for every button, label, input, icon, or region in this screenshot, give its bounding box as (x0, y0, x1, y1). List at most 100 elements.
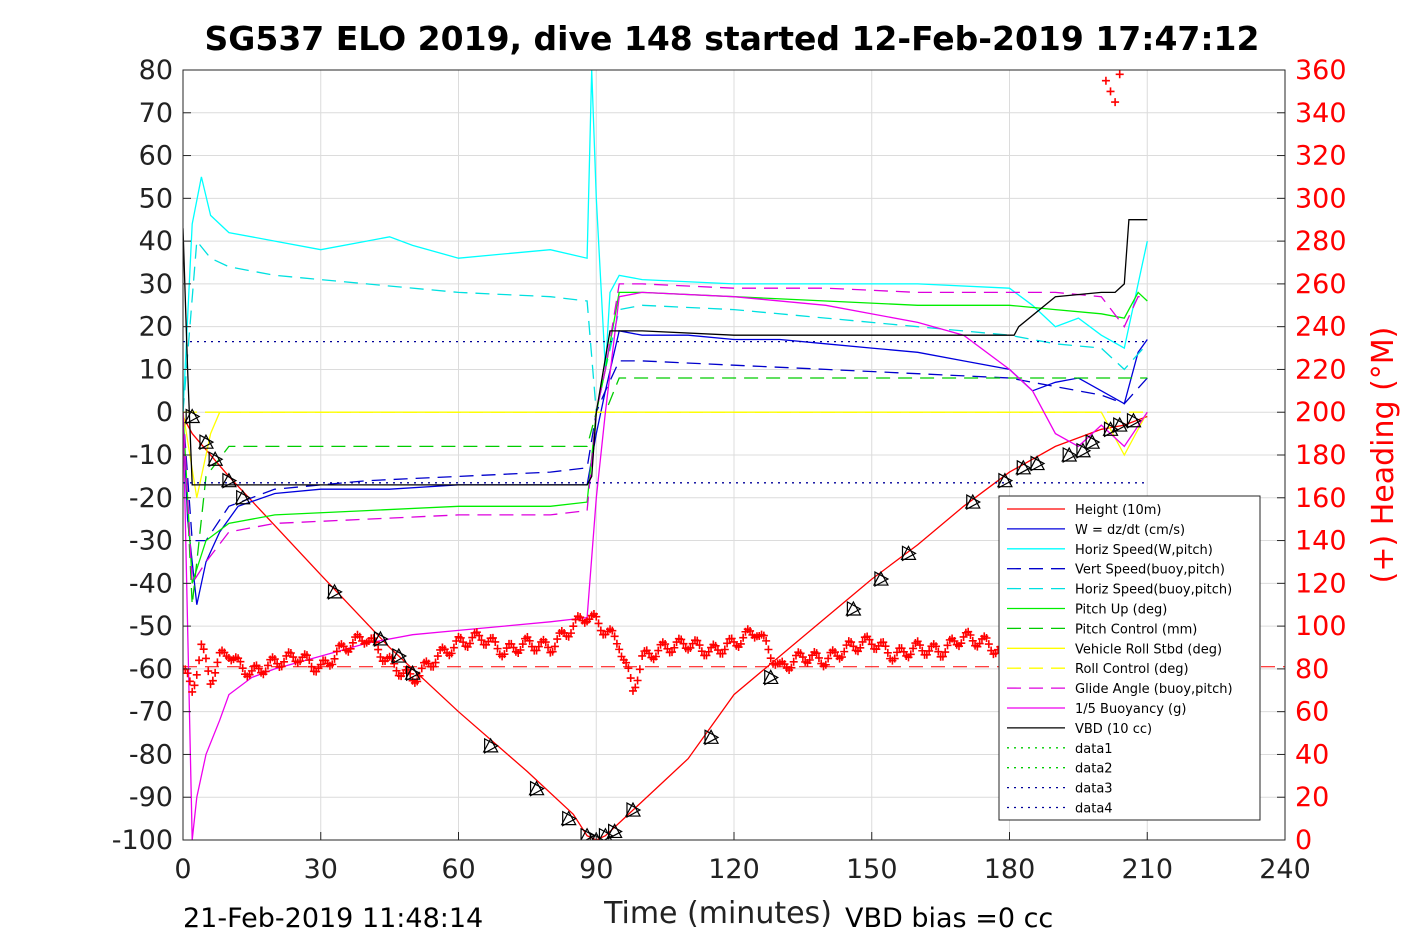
triangle-marker (372, 630, 389, 646)
y-tick-label: -20 (129, 483, 173, 514)
triangle-marker (1074, 442, 1091, 458)
heading-point (201, 654, 210, 663)
heading-point (477, 636, 486, 645)
heading-point (452, 636, 461, 645)
heading-point (447, 649, 456, 658)
y-tick-label: 80 (139, 55, 173, 86)
heading-point (204, 667, 213, 676)
y-tick-label: 50 (139, 183, 173, 214)
triangle-marker (966, 494, 982, 511)
heading-point (566, 629, 575, 638)
triangle-marker (197, 433, 214, 449)
heading-point (493, 644, 502, 653)
triangle-marker (580, 827, 596, 840)
legend-label: Vert Speed(buoy,pitch) (1075, 563, 1225, 578)
heading-point (348, 638, 357, 647)
heading-point (429, 662, 438, 671)
heading-point (814, 653, 823, 662)
heading-point (711, 641, 720, 650)
y-right-tick-label: 200 (1295, 397, 1347, 428)
series-horiz_speed (183, 70, 1148, 413)
legend-box (998, 495, 1261, 821)
y-right-tick-label: 180 (1295, 440, 1347, 471)
triangle-marker (1061, 446, 1078, 462)
heading-point (330, 654, 339, 663)
triangle-marker (185, 408, 201, 425)
heading-point (723, 639, 732, 648)
heading-point (787, 663, 796, 672)
heading-point (433, 652, 442, 661)
heading-point (764, 645, 773, 654)
triangle-marker (1084, 433, 1101, 449)
heading-point (943, 641, 952, 650)
heading-point (475, 631, 484, 640)
legend-label: data4 (1075, 802, 1113, 817)
heading-point (624, 664, 633, 673)
heading-point (185, 677, 194, 686)
y-right-tick-label: 100 (1295, 611, 1347, 642)
triangle-marker (1016, 459, 1032, 476)
y-right-tick-label: 260 (1295, 269, 1347, 300)
legend-label: VBD (10 cc) (1075, 722, 1152, 737)
heading-point (390, 659, 399, 668)
heading-point (550, 642, 559, 651)
heading-point (879, 638, 888, 647)
heading-point (270, 655, 279, 664)
triangle-marker (845, 600, 862, 616)
heading-point (553, 635, 562, 644)
heading-point (697, 647, 706, 656)
triangle-marker (236, 489, 251, 506)
heading-point (858, 637, 867, 646)
heading-point (821, 660, 830, 669)
triangle-marker (373, 630, 389, 647)
heading-point (500, 650, 509, 659)
heading-point (867, 640, 876, 649)
heading-point (541, 638, 550, 647)
heading-point (280, 657, 289, 666)
triangle-marker (964, 493, 981, 509)
triangle-marker (560, 810, 577, 826)
heading-point (236, 657, 245, 666)
y-right-tick-label: 340 (1295, 98, 1347, 129)
y-tick-label: 60 (139, 141, 173, 172)
heading-point (491, 637, 500, 646)
heading-point (762, 636, 771, 645)
triangle-marker (562, 810, 577, 827)
y-tick-label: 10 (139, 354, 173, 385)
triangle-marker (327, 583, 343, 600)
triangle-marker (901, 545, 917, 562)
triangle-marker (390, 647, 407, 663)
heading-point (1115, 70, 1124, 79)
triangle-marker (764, 669, 779, 686)
y-tick-label: 20 (139, 312, 173, 343)
heading-point (592, 612, 601, 621)
y-right-tick-label: 240 (1295, 312, 1347, 343)
triangle-marker (392, 648, 408, 665)
heading-point (984, 640, 993, 649)
heading-point (638, 651, 647, 660)
legend-label: Pitch Up (deg) (1075, 603, 1167, 618)
heading-point (668, 648, 677, 657)
heading-point (739, 633, 748, 642)
heading-point (417, 664, 426, 673)
heading-point (824, 654, 833, 663)
heading-point (982, 633, 991, 642)
heading-point (932, 642, 941, 651)
triangle-marker (1113, 417, 1128, 434)
heading-point (183, 669, 192, 678)
x-tick-label: 120 (708, 854, 760, 885)
y-right-tick-label: 80 (1295, 654, 1329, 685)
y-right-tick-label: 120 (1295, 568, 1347, 599)
heading-point (670, 643, 679, 652)
triangle-marker (872, 570, 889, 586)
triangle-marker (606, 823, 623, 839)
heading-point (959, 632, 968, 641)
x-tick-label: 30 (304, 854, 338, 885)
heading-point (938, 652, 947, 661)
heading-point (431, 658, 440, 667)
heading-point (840, 647, 849, 656)
triangle-marker (1015, 459, 1032, 475)
heading-point (1111, 98, 1120, 107)
x-tick-label: 180 (984, 854, 1036, 885)
heading-point (849, 642, 858, 651)
